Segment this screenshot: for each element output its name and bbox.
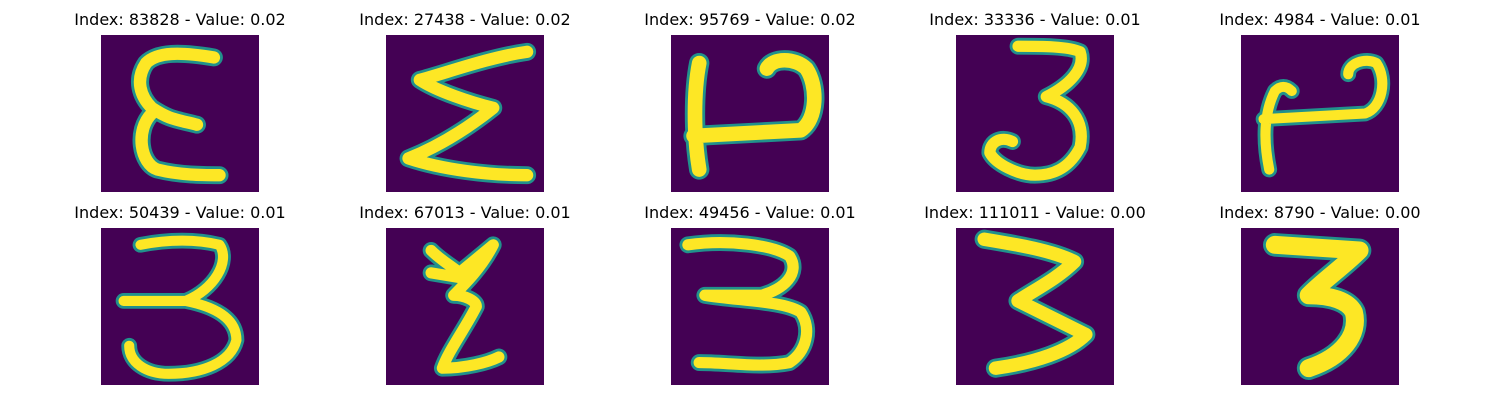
- digit-image: [101, 35, 259, 192]
- panel-6: Index: 50439 - Value: 0.01: [30, 193, 330, 385]
- panel-3: Index: 95769 - Value: 0.02: [600, 0, 900, 192]
- panel-10: Index: 8790 - Value: 0.00: [1170, 193, 1470, 385]
- panel-1: Index: 83828 - Value: 0.02: [30, 0, 330, 192]
- digit-image: [671, 35, 829, 192]
- digit-image: [1241, 35, 1399, 192]
- digit-image-svg: [683, 50, 825, 180]
- panel-8: Index: 49456 - Value: 0.01: [600, 193, 900, 385]
- digit-image: [386, 35, 544, 192]
- panel-9: Index: 111011 - Value: 0.00: [885, 193, 1185, 385]
- panel-title: Index: 95769 - Value: 0.02: [644, 10, 856, 29]
- panel-5: Index: 4984 - Value: 0.01: [1170, 0, 1470, 192]
- digit-image: [956, 228, 1114, 385]
- panel-title: Index: 83828 - Value: 0.02: [74, 10, 286, 29]
- digit-image: [956, 35, 1114, 192]
- digit-image-svg: [974, 229, 1096, 378]
- panel-2: Index: 27438 - Value: 0.02: [315, 0, 615, 192]
- digit-image: [1241, 228, 1399, 385]
- digit-image-svg: [1263, 233, 1372, 380]
- digit-image-svg: [679, 234, 816, 374]
- digit-image: [101, 228, 259, 385]
- digit-image-svg: [1255, 53, 1391, 178]
- digit-image-svg: [130, 44, 229, 185]
- panel-7: Index: 67013 - Value: 0.01: [315, 193, 615, 385]
- panel-title: Index: 49456 - Value: 0.01: [644, 203, 856, 222]
- panel-title: Index: 67013 - Value: 0.01: [359, 203, 571, 222]
- digit-image-svg: [115, 232, 245, 382]
- digit-image-svg: [399, 42, 537, 185]
- panel-4: Index: 33336 - Value: 0.01: [885, 0, 1185, 192]
- panel-title: Index: 4984 - Value: 0.01: [1219, 10, 1421, 29]
- digit-image-svg: [981, 37, 1090, 184]
- panel-title: Index: 8790 - Value: 0.00: [1219, 203, 1421, 222]
- digit-image: [386, 228, 544, 385]
- digit-image: [671, 228, 829, 385]
- panel-title: Index: 27438 - Value: 0.02: [359, 10, 571, 29]
- panel-title: Index: 111011 - Value: 0.00: [924, 203, 1146, 222]
- panel-title: Index: 33336 - Value: 0.01: [929, 10, 1141, 29]
- digit-image-svg: [422, 236, 508, 377]
- panel-title: Index: 50439 - Value: 0.01: [74, 203, 286, 222]
